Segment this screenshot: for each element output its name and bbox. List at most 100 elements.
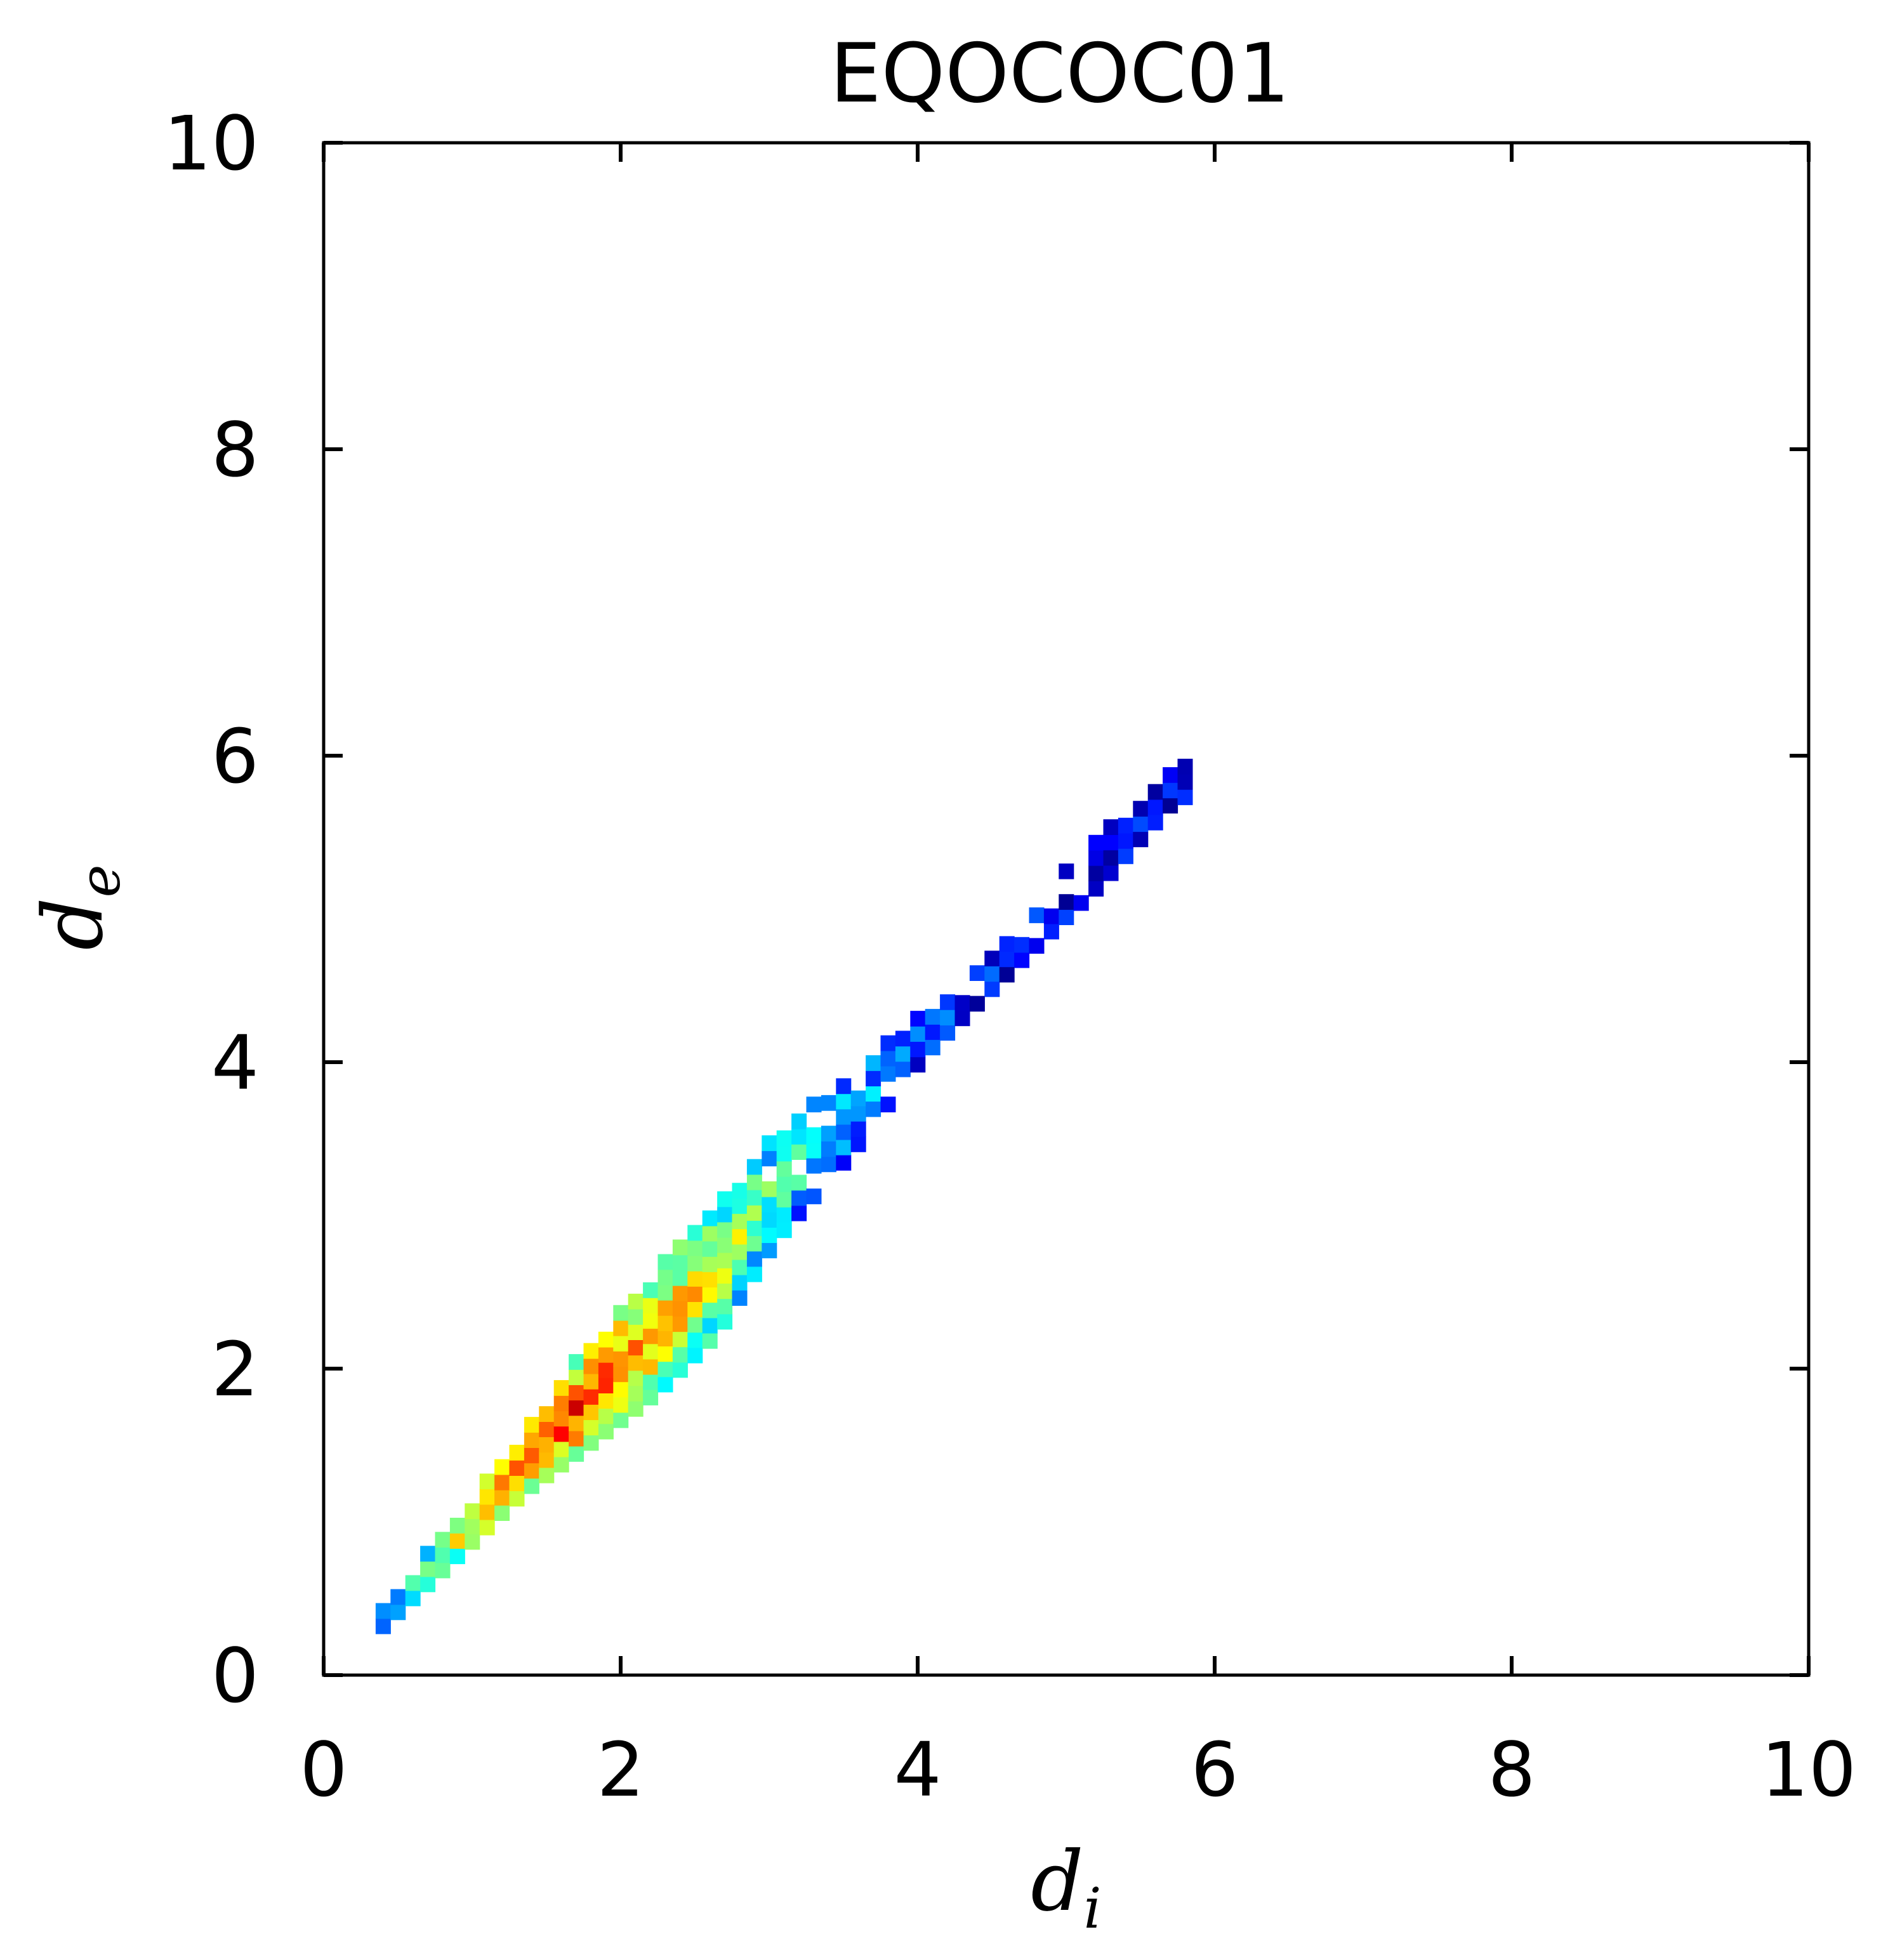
heatmap-cell bbox=[657, 1254, 673, 1270]
heatmap-cell bbox=[850, 1121, 866, 1137]
heatmap-cell bbox=[628, 1401, 644, 1417]
heatmap-cell bbox=[628, 1370, 644, 1386]
heatmap-cell bbox=[866, 1055, 881, 1071]
heatmap-cell bbox=[1088, 865, 1104, 881]
heatmap-cell bbox=[553, 1380, 569, 1396]
heatmap-cell bbox=[687, 1240, 703, 1256]
heatmap-cell bbox=[746, 1174, 762, 1190]
heatmap-cell bbox=[687, 1271, 703, 1287]
heatmap-cell bbox=[1118, 817, 1133, 834]
heatmap-cell bbox=[598, 1331, 614, 1348]
heatmap-cell bbox=[657, 1331, 673, 1346]
heatmap-cell bbox=[539, 1421, 555, 1437]
heatmap-cell bbox=[583, 1374, 599, 1390]
heatmap-cell bbox=[717, 1313, 733, 1330]
heatmap-cell bbox=[762, 1196, 777, 1213]
heatmap-cell bbox=[1073, 895, 1089, 911]
heatmap-cell bbox=[746, 1235, 762, 1252]
heatmap-cell bbox=[583, 1435, 599, 1451]
heatmap-cell bbox=[465, 1503, 480, 1520]
heatmap-cell bbox=[509, 1460, 525, 1476]
heatmap-cell bbox=[494, 1474, 510, 1490]
heatmap-cell bbox=[806, 1142, 822, 1159]
heatmap-cell bbox=[702, 1272, 718, 1288]
heatmap-cell bbox=[702, 1210, 718, 1227]
heatmap-cell bbox=[910, 1041, 926, 1058]
heatmap-cell bbox=[494, 1490, 510, 1506]
y-tick-label: 0 bbox=[211, 1632, 259, 1720]
heatmap-cell bbox=[375, 1618, 391, 1634]
heatmap-cell bbox=[1103, 865, 1119, 881]
heatmap-cell bbox=[776, 1192, 792, 1207]
heatmap-cell bbox=[613, 1381, 629, 1398]
heatmap-cell bbox=[657, 1269, 673, 1286]
heatmap-cell bbox=[569, 1446, 584, 1462]
heatmap-cell bbox=[524, 1463, 539, 1479]
heatmap-cell bbox=[509, 1475, 525, 1492]
heatmap-cell bbox=[598, 1362, 614, 1378]
heatmap-cell bbox=[553, 1411, 569, 1427]
heatmap-cell bbox=[732, 1228, 748, 1245]
heatmap-cell bbox=[524, 1478, 539, 1494]
heatmap-cell bbox=[672, 1286, 688, 1301]
heatmap-cell bbox=[628, 1309, 644, 1325]
heatmap-cell bbox=[895, 1046, 911, 1062]
heatmap-cell bbox=[1133, 801, 1149, 817]
heatmap-cell bbox=[628, 1293, 644, 1310]
heatmap-cell bbox=[880, 1035, 896, 1051]
heatmap-cell bbox=[1103, 834, 1119, 851]
heatmap-cell bbox=[836, 1108, 852, 1125]
heatmap-cell bbox=[821, 1095, 836, 1111]
heatmap-cell bbox=[836, 1124, 852, 1140]
heatmap-cell bbox=[776, 1222, 792, 1239]
heatmap-cell bbox=[1029, 907, 1045, 923]
heatmap-cell bbox=[583, 1404, 599, 1421]
heatmap-cell bbox=[435, 1547, 451, 1563]
heatmap-cell bbox=[569, 1354, 584, 1370]
heatmap-cell bbox=[717, 1283, 733, 1299]
heatmap-cell bbox=[479, 1473, 495, 1490]
heatmap-cell bbox=[569, 1430, 584, 1447]
heatmap-cell bbox=[821, 1126, 836, 1141]
heatmap-cell bbox=[969, 996, 985, 1012]
y-tick-label: 6 bbox=[211, 713, 259, 800]
heatmap-cell bbox=[613, 1336, 629, 1352]
heatmap-cell bbox=[569, 1369, 584, 1385]
heatmap-cell bbox=[583, 1389, 599, 1405]
x-tick-label: 6 bbox=[1191, 1726, 1238, 1813]
heatmap-cells bbox=[375, 758, 1193, 1634]
heatmap-cell bbox=[732, 1290, 748, 1306]
heatmap-cell bbox=[479, 1519, 495, 1536]
heatmap-cell bbox=[553, 1395, 569, 1412]
y-tick-label: 8 bbox=[211, 406, 259, 494]
chart-title: EQOCOC01 bbox=[830, 27, 1290, 121]
heatmap-cell bbox=[762, 1212, 777, 1228]
heatmap-cell bbox=[702, 1256, 718, 1272]
heatmap-cell bbox=[672, 1270, 688, 1286]
heatmap-cell bbox=[628, 1339, 644, 1356]
heatmap-cell bbox=[1088, 881, 1104, 897]
y-axis-label: de bbox=[25, 864, 133, 950]
heatmap-cell bbox=[762, 1181, 777, 1197]
heatmap-cell bbox=[999, 951, 1015, 968]
heatmap-cell bbox=[1177, 774, 1193, 790]
heatmap-cell bbox=[806, 1096, 822, 1113]
heatmap-cell bbox=[791, 1174, 807, 1191]
heatmap-cell bbox=[910, 1011, 926, 1027]
heatmap-cell bbox=[1163, 782, 1178, 799]
heatmap-cell bbox=[999, 936, 1015, 952]
x-tick-label: 10 bbox=[1761, 1726, 1856, 1813]
heatmap-cell bbox=[702, 1287, 718, 1303]
heatmap-cell bbox=[717, 1253, 733, 1268]
heatmap-cell bbox=[1147, 815, 1163, 831]
heatmap-cell bbox=[880, 1096, 896, 1113]
heatmap-cell bbox=[613, 1305, 629, 1321]
heatmap-cell bbox=[1177, 789, 1193, 805]
heatmap-cell bbox=[553, 1441, 569, 1457]
heatmap-cell bbox=[954, 995, 970, 1011]
heatmap-cell bbox=[687, 1301, 703, 1318]
heatmap-cell bbox=[836, 1155, 852, 1171]
y-tick-label: 10 bbox=[164, 100, 259, 187]
heatmap-cell bbox=[449, 1533, 465, 1549]
heatmap-cell bbox=[732, 1244, 748, 1260]
